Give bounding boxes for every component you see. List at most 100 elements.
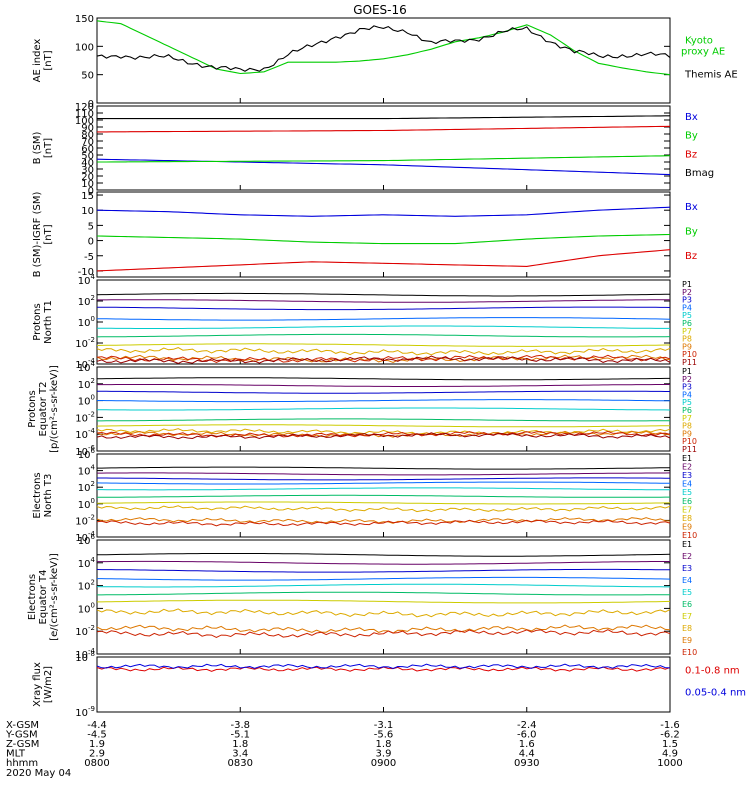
legend-entry: E5 bbox=[682, 488, 692, 497]
legend-entry: E10 bbox=[682, 531, 697, 540]
channel-line bbox=[96, 432, 671, 440]
y-tick-label: 104 bbox=[78, 273, 96, 287]
legend-entry: E5 bbox=[682, 588, 692, 597]
y-tick-label: 120 bbox=[75, 102, 94, 113]
legend-entry: E1 bbox=[682, 540, 692, 549]
panel-frame bbox=[96, 17, 671, 104]
channel-line bbox=[96, 624, 671, 634]
y-tick-label: 50 bbox=[81, 71, 94, 82]
channel-line bbox=[96, 519, 671, 527]
y-tick-label: 102 bbox=[78, 294, 95, 308]
y-tick-label: 10-6 bbox=[75, 444, 95, 458]
channel-line bbox=[96, 568, 670, 573]
panel-7: 10-4 10-2 100 102 104 106 ElectronsEquator T4[… bbox=[27, 533, 697, 661]
channel-line bbox=[96, 424, 671, 428]
y-tick-label: 10 bbox=[81, 206, 94, 217]
x-tick-label: 3.4 bbox=[232, 749, 248, 760]
channel-line bbox=[97, 501, 670, 505]
y-tick-label: 15 bbox=[81, 191, 94, 202]
channel-line bbox=[96, 428, 671, 436]
x-tick-label: 2.9 bbox=[89, 749, 105, 760]
series-line bbox=[96, 206, 671, 217]
x-tick-label: -3.8 bbox=[230, 720, 250, 731]
y-tick-label: 90 bbox=[81, 123, 94, 134]
channel-line bbox=[96, 377, 670, 381]
y-tick-label: 100 bbox=[78, 394, 95, 408]
legend-entry: E2 bbox=[682, 463, 692, 472]
y-axis-label: ElectronsNorth T3 bbox=[32, 472, 54, 518]
x-tick-label: 1000 bbox=[657, 758, 682, 769]
legend-entry: Bx bbox=[685, 112, 698, 123]
legend-entry: P3 bbox=[682, 383, 692, 392]
y-tick-label: 110 bbox=[75, 109, 94, 120]
legend-entry: E1 bbox=[682, 454, 692, 463]
series-line bbox=[96, 20, 671, 76]
panel-4: 10-4 10-2 100 102 104 ProtonsNorth T1 P1P2P3P4… bbox=[32, 273, 697, 371]
series-line bbox=[97, 125, 671, 133]
series-line bbox=[96, 249, 671, 272]
y-tick-label: 30 bbox=[81, 165, 94, 176]
legend-entry: 0.1-0.8 nm bbox=[685, 666, 740, 677]
y-tick-label: 20 bbox=[81, 172, 94, 183]
y-tick-label: 50 bbox=[81, 151, 94, 162]
legend-entry: P1 bbox=[682, 367, 692, 376]
panel-frame bbox=[96, 191, 671, 278]
legend-entry: P11 bbox=[682, 358, 697, 367]
channel-line bbox=[96, 347, 671, 356]
legend-entry: E4 bbox=[682, 480, 692, 489]
legend-entry: Bz bbox=[685, 149, 697, 160]
channel-line bbox=[97, 390, 670, 394]
channel-line bbox=[97, 299, 670, 303]
x-row-label: hhmm bbox=[6, 758, 38, 769]
x-tick-label: 1.8 bbox=[376, 739, 392, 750]
plot-title: GOES-16 bbox=[353, 3, 407, 17]
legend-entry: E3 bbox=[682, 471, 692, 480]
legend-entry: P8 bbox=[682, 422, 692, 431]
channel-line bbox=[97, 466, 671, 470]
y-axis-label: B (SM)[nT] bbox=[32, 131, 54, 164]
legend-entry: P9 bbox=[682, 429, 692, 438]
legend-entry: Bx bbox=[685, 202, 698, 213]
panel-1: 0 50 100 150 AE index[nT] Kyoto proxy AE Themis… bbox=[32, 14, 738, 110]
panel-8: 10-9 10-8 Xray flux[W/m2] 0.1-0.8 nm 0.05-0.… bbox=[32, 650, 746, 719]
legend-entry: P10 bbox=[682, 437, 697, 446]
channel-line bbox=[96, 553, 671, 557]
panel-frame bbox=[96, 279, 671, 365]
channel-line bbox=[97, 591, 670, 596]
channel-line bbox=[97, 399, 670, 403]
y-tick-label: 100 bbox=[75, 116, 94, 127]
legend-entry: P4 bbox=[682, 303, 692, 312]
y-tick-label: 5 bbox=[88, 221, 94, 232]
legend-entry: E6 bbox=[682, 497, 692, 506]
channel-line bbox=[96, 517, 671, 524]
legend-entry: P2 bbox=[682, 288, 692, 297]
y-tick-label: 10-4 bbox=[75, 427, 95, 441]
channel-line bbox=[97, 384, 670, 387]
x-tick-label: -1.6 bbox=[660, 720, 680, 731]
x-tick-label: 4.9 bbox=[662, 749, 678, 760]
panel-5: 10-6 10-4 10-2 100 102 104 ProtonsEquator T2[p… bbox=[27, 360, 697, 458]
x-tick-label: 4.4 bbox=[519, 749, 535, 760]
legend-entry: P5 bbox=[682, 398, 692, 407]
legend-entry: E9 bbox=[682, 522, 692, 531]
x-tick-label: -6.0 bbox=[517, 730, 537, 741]
legend-entry: E6 bbox=[682, 600, 692, 609]
legend-entry: P8 bbox=[682, 335, 692, 344]
y-tick-label: 80 bbox=[81, 130, 94, 141]
x-tick-label: -3.1 bbox=[374, 720, 394, 731]
legend-entry: P4 bbox=[682, 390, 692, 399]
y-axis-label: ProtonsEquator T2[p/(cm²-s-sr-keV)] bbox=[27, 365, 60, 453]
y-tick-label: 10-8 bbox=[75, 650, 95, 664]
y-tick-label: 10-2 bbox=[75, 624, 95, 638]
legend-entry: E7 bbox=[682, 505, 692, 514]
x-tick-label: 0800 bbox=[84, 758, 109, 769]
channel-line bbox=[97, 418, 670, 422]
y-tick-label: 10-2 bbox=[75, 336, 95, 350]
legend-entry: P1 bbox=[682, 280, 692, 289]
legend-entry: By bbox=[685, 131, 698, 142]
legend-entry: By bbox=[685, 227, 698, 238]
x-tick-label: 1.8 bbox=[232, 739, 248, 750]
y-tick-label: 150 bbox=[75, 14, 94, 25]
channel-line bbox=[97, 477, 670, 481]
